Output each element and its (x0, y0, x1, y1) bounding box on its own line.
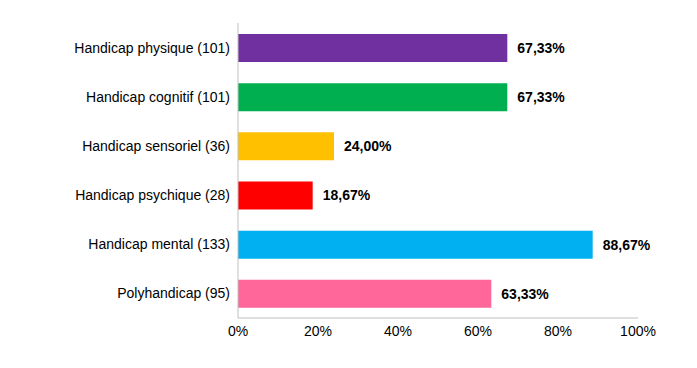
svg-text:Handicap sensoriel (36): Handicap sensoriel (36) (82, 138, 230, 154)
svg-text:Handicap mental (133): Handicap mental (133) (88, 236, 230, 252)
svg-text:24,00%: 24,00% (344, 138, 392, 154)
svg-text:67,33%: 67,33% (517, 40, 565, 56)
svg-text:0%: 0% (228, 323, 248, 339)
svg-text:40%: 40% (384, 323, 412, 339)
svg-text:20%: 20% (304, 323, 332, 339)
svg-text:88,67%: 88,67% (603, 237, 651, 253)
svg-text:80%: 80% (544, 323, 572, 339)
svg-text:60%: 60% (464, 323, 492, 339)
svg-text:Handicap physique (101): Handicap physique (101) (74, 40, 230, 56)
svg-text:63,33%: 63,33% (501, 286, 549, 302)
svg-text:100%: 100% (620, 323, 656, 339)
svg-text:67,33%: 67,33% (517, 89, 565, 105)
svg-text:18,67%: 18,67% (323, 187, 371, 203)
svg-text:Handicap psychique (28): Handicap psychique (28) (75, 187, 230, 203)
svg-text:Polyhandicap (95): Polyhandicap (95) (117, 285, 230, 301)
svg-text:Handicap cognitif (101): Handicap cognitif (101) (86, 89, 230, 105)
